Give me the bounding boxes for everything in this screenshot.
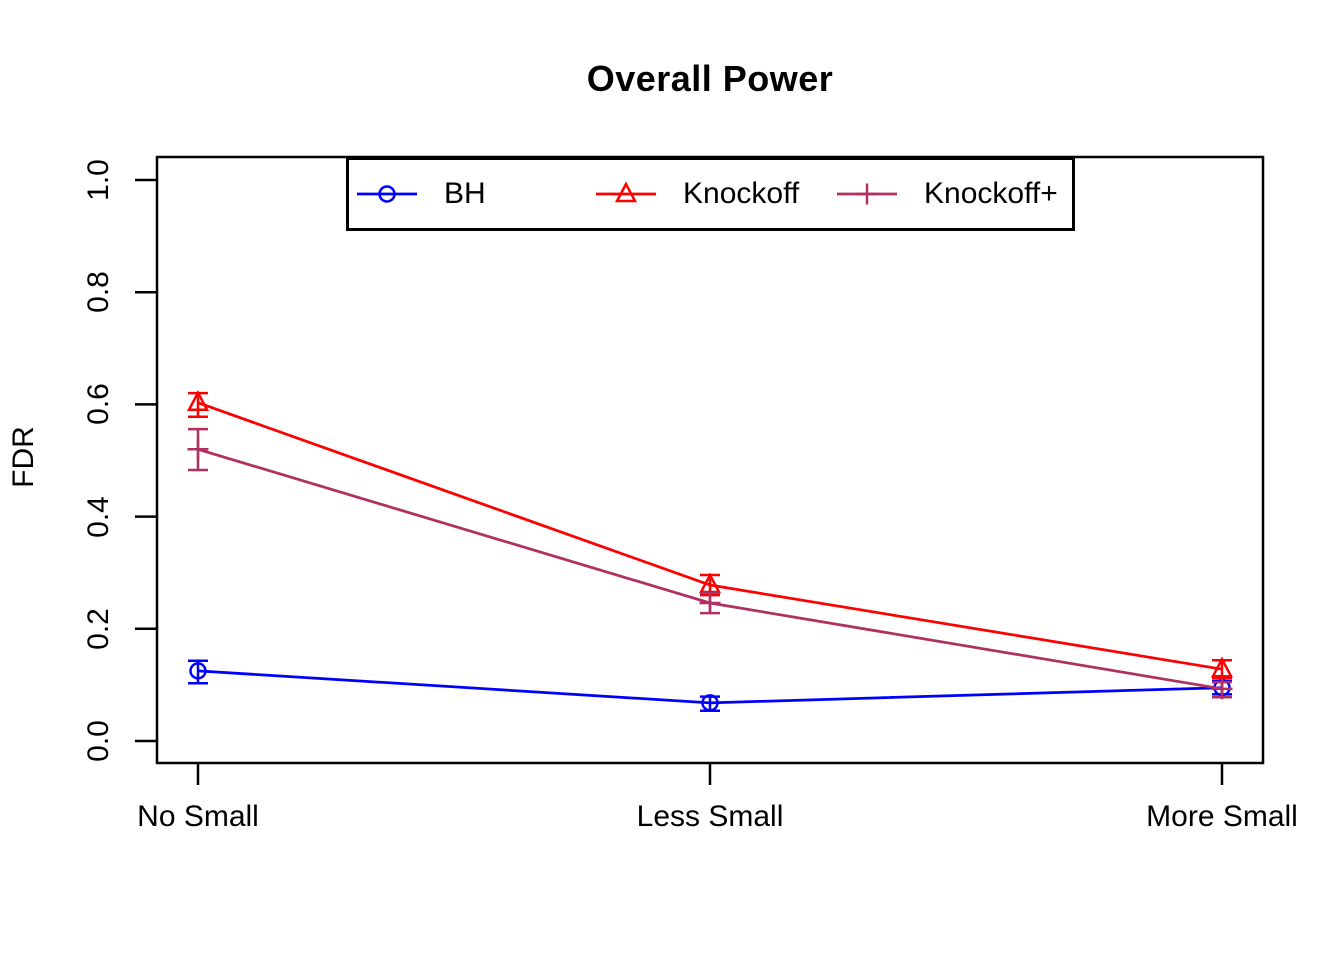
legend-marker-bh-circle-icon [357,185,417,203]
x-tick-label-more-small: More Small [1146,800,1298,833]
y-tick-label-2: 0.4 [82,495,115,538]
triangle-marker [614,181,638,203]
y-tick-label-4: 0.8 [82,271,115,314]
legend: BH Knockoff Knockoff+ [346,157,1075,231]
y-tick-label-0: 0.0 [82,720,115,762]
y-axis-title: FDR [7,426,40,488]
series-line [197,447,1223,691]
legend-marker-knockoff-plus-icon [837,183,897,205]
series-line [197,401,1223,671]
series-BH [188,659,1232,712]
legend-entry-bh: BH [356,160,486,228]
plot-box [155,155,1265,765]
y-tick-label-1: 0.2 [82,607,115,650]
legend-marker-knockoff-triangle-icon [596,181,656,203]
legend-label-knockoff-plus: Knockoff+ [924,177,1058,210]
circle-marker [378,185,396,203]
circle-marker [701,694,719,712]
y-tick-label-5: 1.0 [82,159,115,201]
series-Knockoff+ [187,427,1233,700]
circle-marker [189,662,207,680]
legend-label-bh: BH [444,177,486,210]
y-tick-label-3: 0.6 [82,383,115,426]
chart-title: Overall Power [586,58,834,99]
legend-entry-knockoff: Knockoff [595,160,799,228]
x-tick-label-less-small: Less Small [636,800,784,833]
series-Knockoff [186,390,1234,680]
legend-entry-knockoff-plus: Knockoff+ [836,160,1058,228]
legend-label-knockoff: Knockoff [683,177,800,210]
triangle-marker [1210,656,1234,678]
triangle-marker [186,390,210,411]
x-tick-label-no-small: No Small [137,800,259,833]
